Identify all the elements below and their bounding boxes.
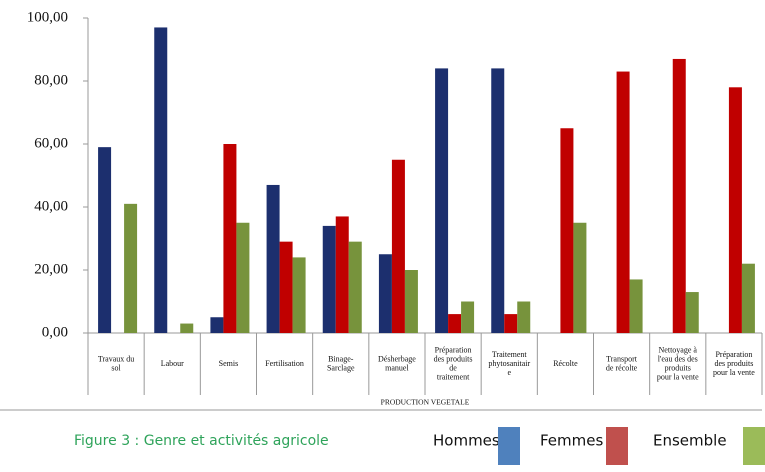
bar [124,203,138,333]
y-tick-label: 40,00 [34,198,68,214]
bar [448,314,462,333]
y-tick-label: 100,00 [27,9,68,25]
x-tick-label: Préparation des produits de traitement [434,345,473,381]
caption: Figure 3 : Genre et activités agricole [74,433,329,449]
y-tick-label: 0,00 [42,324,68,340]
bar [292,257,306,333]
bar [404,270,418,333]
x-tick-label: Récolte [553,359,578,368]
y-tick-label: 60,00 [34,135,68,151]
y-tick-label: 20,00 [34,261,68,277]
bar [685,292,699,333]
bar [210,317,224,333]
legend-swatch [498,427,520,465]
bar [435,68,449,334]
bar [461,301,475,333]
legend-label: Femmes [540,432,603,450]
bar [491,68,505,334]
bar [672,58,686,333]
bar [517,301,531,333]
bar [560,128,574,333]
bar [223,144,237,333]
bar [504,314,518,333]
x-tick-label: Préparation des produits pour la vente [713,350,755,377]
bar [98,147,112,333]
x-tick-label: Semis [219,359,239,368]
bar [180,323,194,333]
bar [348,241,362,333]
legend-swatch [606,427,628,465]
x-axis-title: PRODUCTION VEGETALE [381,398,470,407]
bar [236,222,250,333]
legend-label: Ensemble [653,432,727,450]
x-tick-label: Fertilisation [265,359,304,368]
bar [378,254,392,333]
bar [741,263,755,333]
x-tick-label: Nettoyage à l'eau des des produits pour la … [657,345,699,381]
x-tick-label: Labour [161,359,184,368]
bar [573,222,587,333]
x-tick-label: Travaux du sol [98,354,134,372]
bar [391,159,405,333]
bar [154,27,168,333]
bar [322,225,336,333]
bar [616,71,630,334]
x-tick-label: Binage-Sarclage [327,354,355,372]
legend-label: Hommes [433,432,500,450]
bar [335,216,349,333]
bar [728,87,742,333]
legend-swatch [743,427,765,465]
bar [266,184,280,333]
x-tick-label: Transport de récolte [606,354,638,372]
x-tick-label: Traitement phytosanitair e [488,350,530,377]
bar [279,241,293,333]
x-tick-label: Désherbage manuel [378,354,416,372]
y-tick-label: 80,00 [34,72,68,88]
bar [629,279,643,333]
